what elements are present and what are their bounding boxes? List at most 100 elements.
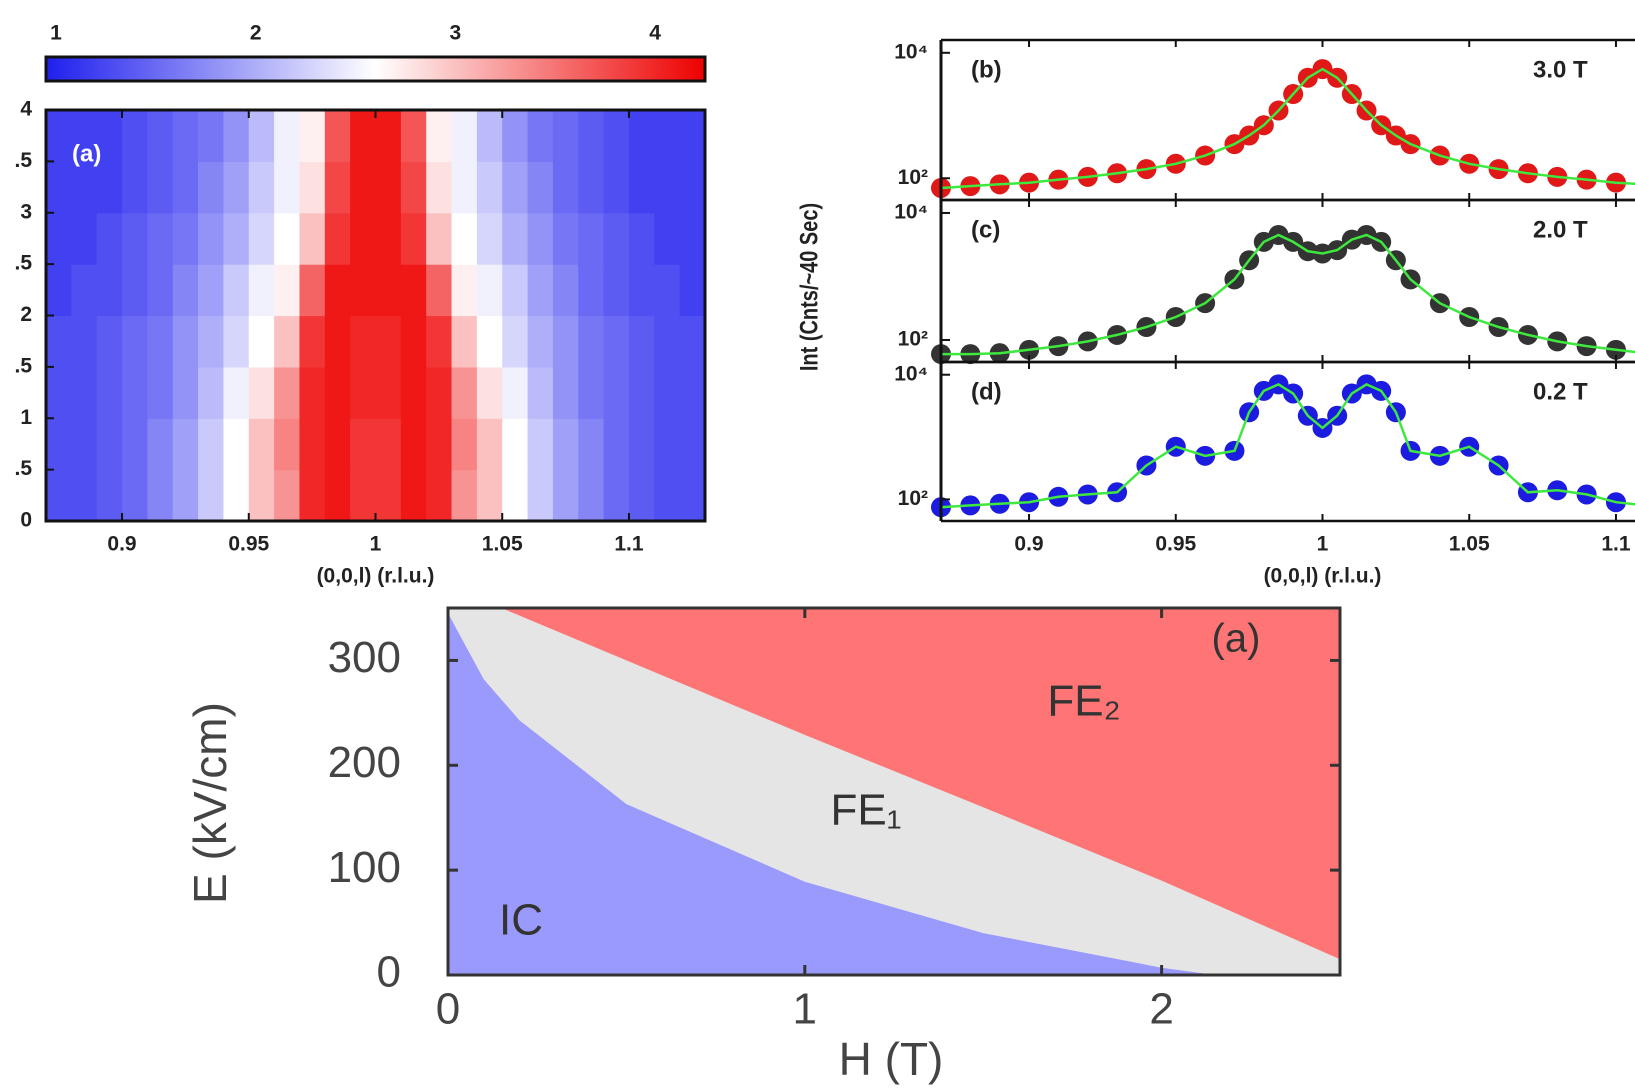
heat-cell	[527, 315, 554, 368]
heat-cell	[603, 469, 630, 522]
y-tick-label: .5	[14, 149, 32, 172]
panel-label: (d)	[971, 378, 1002, 405]
heat-cell	[147, 161, 174, 214]
heat-cell	[299, 212, 326, 265]
heat-cell	[71, 110, 98, 162]
y-tick-label: 10⁴	[894, 40, 928, 63]
heat-cell	[299, 315, 326, 368]
heat-cell	[147, 315, 174, 368]
heat-cell	[375, 110, 402, 162]
heat-cell	[654, 366, 681, 419]
y-tick-label: .5	[14, 457, 32, 480]
heat-cell	[603, 110, 630, 162]
heat-cell	[122, 315, 148, 368]
heat-cell	[679, 366, 706, 419]
y-tick-label: 200	[328, 738, 401, 787]
x-tick-label: 0.95	[228, 533, 269, 556]
heat-cell	[426, 212, 453, 265]
heat-cell	[274, 212, 301, 265]
heat-cell	[324, 315, 351, 368]
heat-cell	[274, 264, 301, 317]
heat-cell	[46, 315, 72, 368]
heat-cell	[96, 418, 123, 471]
heat-cell	[476, 264, 503, 317]
heat-cell	[147, 212, 174, 265]
heat-cell	[628, 469, 655, 522]
heat-cell	[552, 418, 579, 471]
heat-cell	[552, 315, 579, 368]
heat-cell	[476, 212, 503, 265]
heat-cell	[375, 212, 402, 265]
heat-cell	[400, 110, 427, 162]
heat-cell	[223, 469, 250, 522]
y-tick-label: 10²	[898, 166, 928, 189]
colorbar	[44, 55, 707, 83]
heat-cell	[96, 315, 123, 368]
heat-cell	[324, 418, 351, 471]
heat-cell	[502, 161, 529, 214]
heat-cell	[350, 366, 377, 419]
heat-cell	[654, 418, 681, 471]
y-tick-label: 10⁴	[894, 362, 928, 385]
heat-cell	[527, 264, 554, 317]
heat-cell	[46, 110, 72, 162]
heat-cell	[324, 161, 351, 214]
heat-cell	[122, 366, 148, 419]
heat-cell	[172, 264, 199, 317]
heat-cell	[46, 418, 72, 471]
heat-cell	[375, 161, 402, 214]
heat-cell	[46, 366, 72, 419]
heat-cell	[172, 418, 199, 471]
heat-cell	[552, 469, 579, 522]
heat-cell	[679, 161, 706, 214]
heat-cell	[46, 212, 72, 265]
heat-cell	[451, 366, 478, 419]
heat-cell	[147, 366, 174, 419]
heat-cell	[324, 264, 351, 317]
heat-cell	[400, 366, 427, 419]
heat-cell	[578, 212, 605, 265]
x-axis-label: H (T)	[839, 1033, 944, 1085]
heat-cell	[172, 469, 199, 522]
heat-cell	[527, 418, 554, 471]
heat-cell	[451, 469, 478, 522]
heat-cell	[299, 469, 326, 522]
heat-cell	[350, 315, 377, 368]
heat-cell	[198, 315, 225, 368]
heat-cell	[527, 110, 554, 162]
heat-cell	[476, 161, 503, 214]
heat-cell	[502, 315, 529, 368]
heat-cell	[375, 418, 402, 471]
heat-cell	[122, 110, 148, 162]
heat-cell	[400, 469, 427, 522]
heat-cell	[502, 110, 529, 162]
colorbar-tick-label: 4	[649, 22, 661, 45]
heat-cell	[578, 110, 605, 162]
heat-cell	[96, 161, 123, 214]
heat-cell	[71, 469, 98, 522]
heat-cell	[172, 366, 199, 419]
heat-cell	[375, 264, 402, 317]
heat-cell	[679, 418, 706, 471]
x-tick-label: 1	[793, 985, 817, 1034]
heat-cell	[552, 264, 579, 317]
heat-cell	[350, 161, 377, 214]
heat-cell	[198, 212, 225, 265]
region-label: FE₂	[1047, 677, 1120, 726]
heat-cell	[350, 264, 377, 317]
heat-cell	[248, 469, 275, 522]
heat-cell	[679, 469, 706, 522]
heat-cell	[96, 366, 123, 419]
heat-cell	[147, 418, 174, 471]
heat-cell	[426, 366, 453, 419]
heat-cell	[400, 315, 427, 368]
heat-cell	[400, 212, 427, 265]
heat-cell	[654, 469, 681, 522]
heat-cell	[71, 161, 98, 214]
heat-cell	[552, 366, 579, 419]
y-tick-label: 10⁴	[894, 201, 928, 224]
heat-cell	[46, 161, 72, 214]
heat-cell	[578, 418, 605, 471]
heat-cell	[96, 212, 123, 265]
colorbar-tick-label: 1	[50, 22, 62, 45]
